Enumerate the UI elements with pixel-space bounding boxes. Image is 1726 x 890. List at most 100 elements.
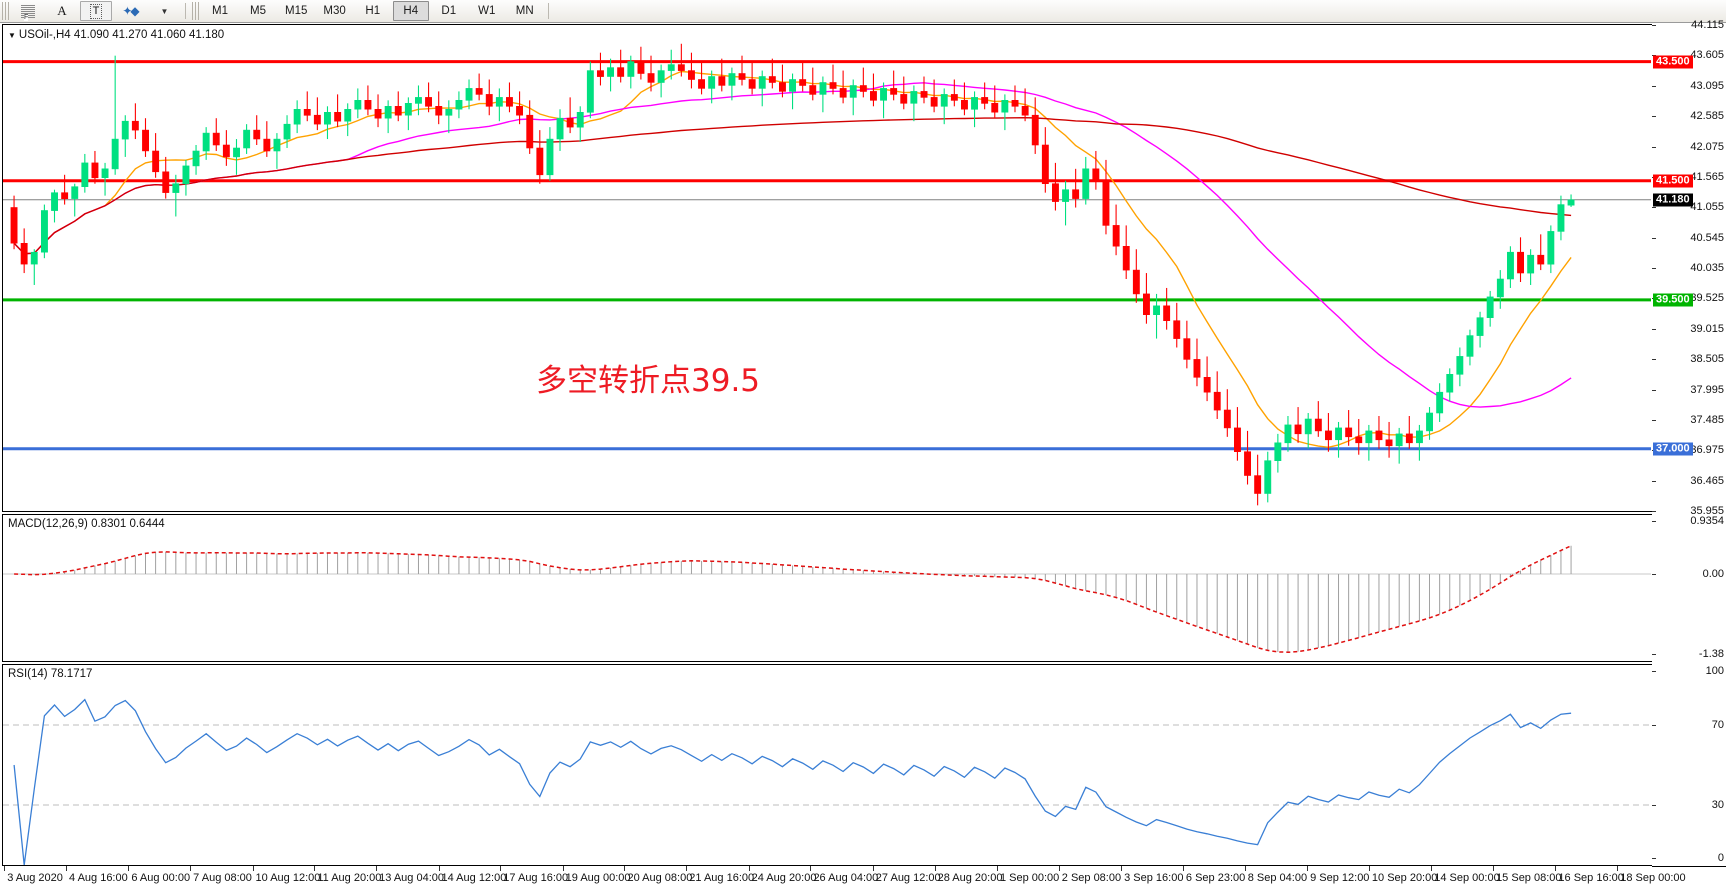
price-tick-label: 44.115 — [1691, 19, 1724, 31]
timeframe-m1[interactable]: M1 — [212, 5, 228, 17]
time-tickmark — [748, 866, 750, 871]
timeframe-w1[interactable]: W1 — [478, 5, 496, 17]
toolbar-grip-2[interactable] — [192, 2, 200, 20]
price-tick-label: 42.075 — [1690, 140, 1724, 153]
time-tick-label: 15 Sep 08:00 — [1496, 872, 1562, 884]
price-tick-label: 37.485 — [1690, 413, 1724, 426]
time-tickmark — [1307, 866, 1309, 871]
time-tick-label: 21 Aug 16:00 — [689, 872, 755, 884]
toolbar-divider — [185, 3, 186, 19]
time-tick-label: 7 Aug 08:00 — [193, 872, 252, 884]
price-tickmark — [1652, 268, 1656, 269]
timeframe-h4[interactable]: H4 — [392, 1, 429, 21]
price-tick-label: 39.525 — [1690, 292, 1724, 305]
price-tickmark — [1652, 389, 1656, 391]
macd-tickmark — [1652, 654, 1656, 655]
time-tick-label: 28 Aug 20:00 — [937, 872, 1003, 884]
price-tick-label: 41.055 — [1690, 201, 1724, 214]
time-tickmark — [1121, 866, 1123, 871]
time-tick-label: 3 Sep 16:00 — [1124, 872, 1184, 884]
price-tick-label: 43.605 — [1690, 49, 1724, 62]
time-tickmark — [190, 866, 192, 871]
time-tick-label: 10 Aug 12:00 — [255, 872, 321, 884]
timeframe-m30[interactable]: M30 — [323, 5, 346, 17]
price-axis[interactable]: 44.115 43.605 43.095 42.585 42.075 41.565 41.0… — [1652, 19, 1726, 517]
macd-label: MACD(12,26,9) 0.8301 0.6444 — [8, 518, 165, 530]
time-tickmark — [872, 866, 874, 871]
macd-axis[interactable]: 0.9354 0.00 -1.38 — [1652, 514, 1726, 662]
time-tick-label: 11 Aug 20:00 — [317, 872, 382, 884]
pivot-39500[interactable]: 39.500 — [1653, 293, 1693, 307]
time-tick-label: 13 Aug 04:00 — [379, 872, 444, 884]
toolbar: A T ✦◆ ▼ M1 M5 M15 M30 H1 H4 D1 W1 MN — [0, 0, 1726, 23]
time-axis[interactable]: 3 Aug 2020 4 Aug 16:00 6 Aug 00:00 7 Aug 08… — [2, 866, 1686, 890]
time-tick-label: 19 Aug 00:00 — [565, 872, 631, 884]
resistance-41500[interactable]: 41.500 — [1653, 174, 1693, 188]
rsi-tickmark — [1652, 805, 1656, 806]
time-tickmark — [252, 866, 254, 871]
price-tickmark — [1652, 207, 1656, 209]
resistance-43500[interactable]: 43.500 — [1653, 55, 1693, 69]
time-tickmark — [1431, 866, 1433, 871]
macd-pane[interactable]: MACD(12,26,9) 0.8301 0.6444 — [2, 514, 1652, 662]
periodicity-icon[interactable] — [12, 1, 44, 21]
collapse-arrow-icon[interactable]: ▼ — [8, 31, 16, 40]
time-tick-label: 24 Aug 20:00 — [751, 872, 817, 884]
time-tickmark — [376, 866, 378, 871]
time-tickmark — [314, 866, 316, 871]
price-tick-label: 39.015 — [1690, 322, 1724, 335]
time-tickmark — [996, 866, 998, 871]
time-tickmark — [66, 866, 67, 871]
price-tick-label: 38.505 — [1690, 353, 1724, 366]
support-37000[interactable]: 37.000 — [1653, 442, 1693, 456]
macd-tickmark — [1652, 521, 1656, 522]
rsi-pane[interactable]: RSI(14) 78.1717 — [2, 664, 1652, 866]
price-tickmark — [1652, 25, 1656, 26]
time-tick-label: 3 Aug 2020 — [7, 872, 63, 884]
time-tick-label: 17 Aug 16:00 — [503, 872, 569, 884]
timeframe-mn[interactable]: MN — [515, 5, 534, 17]
price-tickmark — [1652, 328, 1656, 330]
timeframe-h1[interactable]: H1 — [365, 5, 381, 17]
time-tickmark — [1058, 866, 1060, 871]
time-tickmark — [1368, 866, 1370, 871]
price-tick-label: 41.565 — [1690, 170, 1724, 183]
macd-tick-label: 0.9354 — [1690, 515, 1724, 527]
current-price[interactable]: 41.180 — [1653, 193, 1693, 207]
rsi-tick-label: 100 — [1705, 665, 1724, 677]
time-tick-label: 8 Sep 04:00 — [1247, 872, 1308, 884]
rsi-tick-label: 30 — [1711, 799, 1724, 811]
price-tickmark — [1652, 511, 1656, 512]
price-tick-label: 42.585 — [1690, 110, 1724, 123]
price-tickmark — [1652, 419, 1656, 421]
timeframe-m15[interactable]: M15 — [285, 5, 308, 17]
rsi-axis[interactable]: 100 70 30 0 — [1652, 664, 1726, 866]
time-tickmark — [1244, 866, 1246, 871]
text-tool-icon[interactable]: A — [57, 3, 67, 18]
timeframe-m5[interactable]: M5 — [250, 5, 266, 17]
indicators-icon[interactable]: ✦◆ — [122, 4, 139, 18]
chevron-down-icon[interactable]: ▼ — [160, 6, 169, 16]
time-tickmark — [1182, 866, 1184, 871]
time-tickmark — [1493, 866, 1495, 871]
rsi-tickmark — [1652, 725, 1656, 726]
time-tickmark — [686, 866, 688, 871]
rsi-tick-label: 70 — [1711, 719, 1724, 731]
time-tickmark — [4, 866, 6, 871]
price-tickmark — [1652, 480, 1656, 482]
toolbar-grip-1[interactable] — [2, 2, 10, 20]
time-tick-label: 10 Sep 20:00 — [1371, 872, 1438, 884]
rsi-tickmark — [1652, 671, 1656, 672]
time-tick-label: 4 Aug 16:00 — [69, 872, 128, 884]
price-pane[interactable]: ▼ USOil-,H4 41.090 41.270 41.060 41.180 多… — [2, 24, 1652, 512]
timeframe-d1[interactable]: D1 — [441, 5, 457, 17]
macd-tickmark — [1652, 573, 1656, 575]
rsi-tickmark — [1652, 858, 1656, 859]
price-tick-label: 36.975 — [1690, 444, 1724, 457]
time-tickmark — [624, 866, 626, 871]
price-tickmark — [1652, 237, 1656, 239]
time-tick-label: 14 Sep 00:00 — [1434, 872, 1500, 884]
time-tick-label: 1 Sep 00:00 — [999, 872, 1060, 884]
label-tool-icon[interactable]: T — [80, 1, 112, 21]
